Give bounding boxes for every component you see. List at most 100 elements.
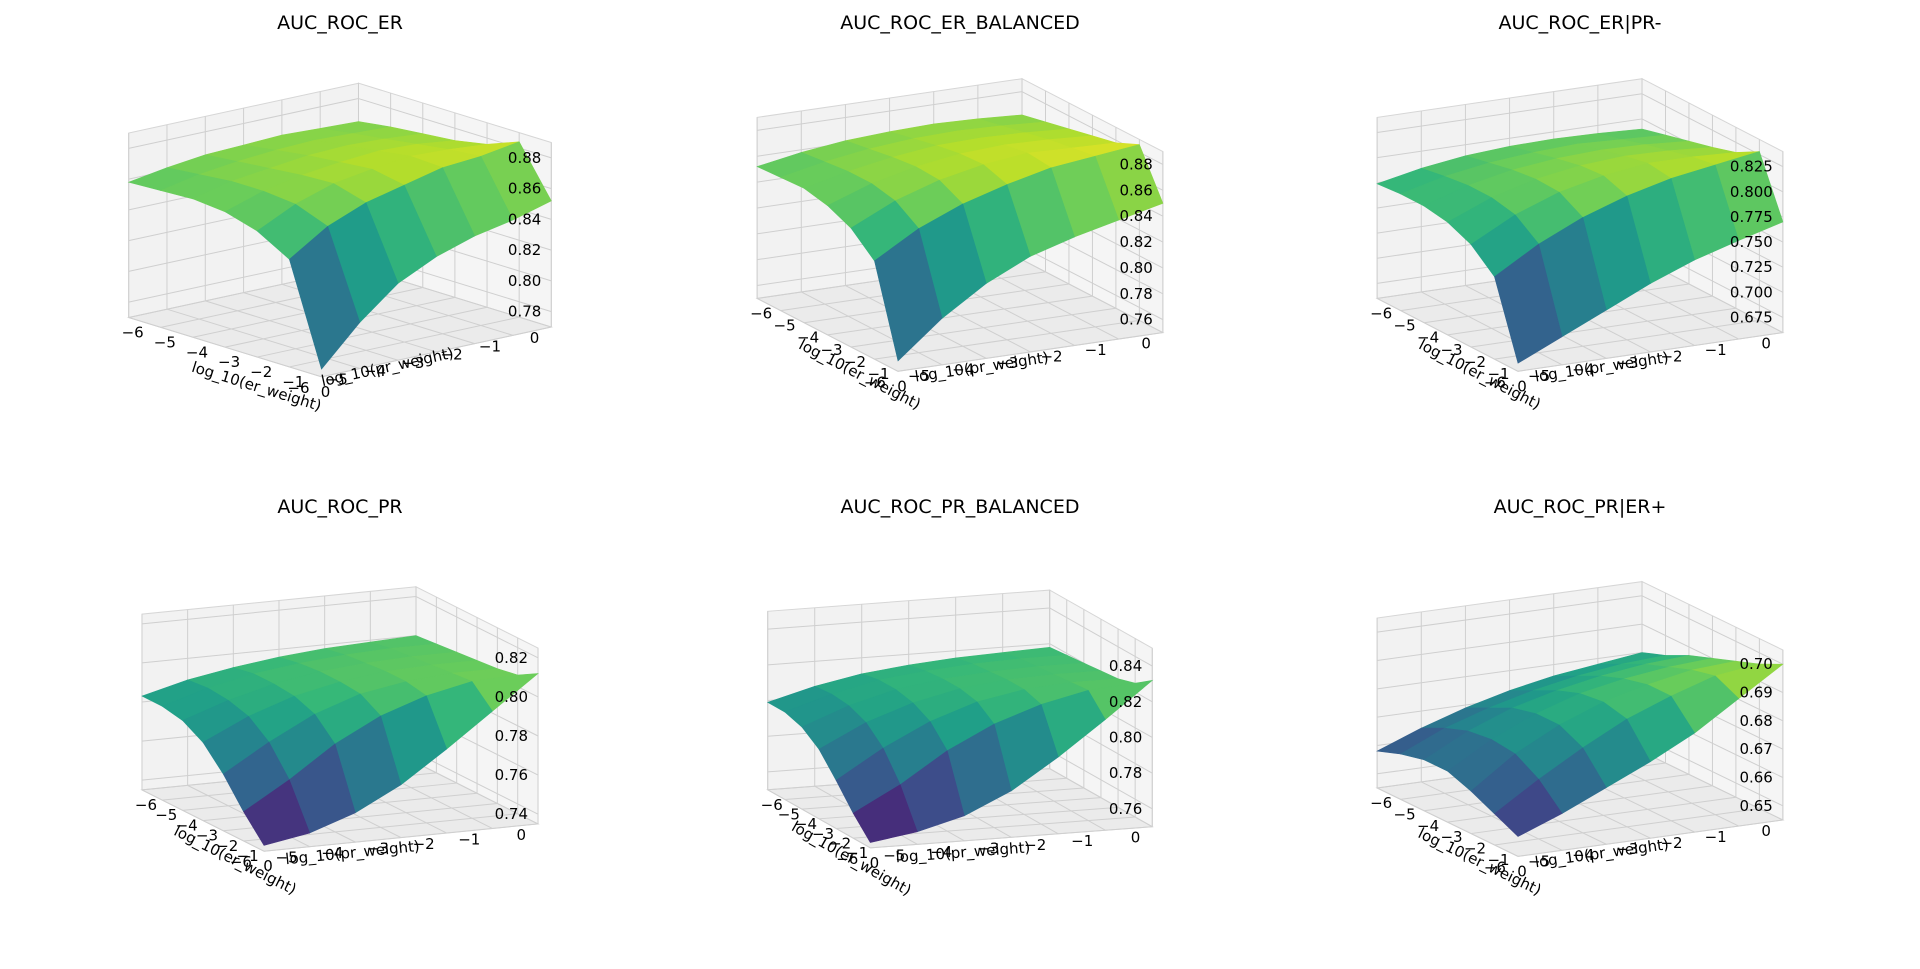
subplot-auc-roc-er: AUC_ROC_ER 0.78 0.80 0.82 0.84 0.86 0.88 0 −1 −2… — [20, 0, 660, 484]
y-tick-label: −4 — [930, 843, 952, 861]
grid-line-z — [141, 635, 417, 664]
grid-line-z — [1377, 595, 1643, 633]
z-tick-label: 0.825 — [1730, 158, 1773, 176]
z-tick-label: 0.80 — [1119, 259, 1152, 277]
surface-facet — [289, 225, 361, 370]
surface — [127, 121, 552, 370]
x-tick-label: −1 — [1487, 851, 1509, 869]
surface — [1376, 652, 1784, 837]
y-tick-label: −3 — [996, 354, 1018, 372]
y-tick-label: −6 — [1484, 373, 1506, 391]
grid-line-y — [1641, 751, 1784, 821]
x-tick-label: −3 — [218, 353, 240, 371]
y-tick-label: −6 — [836, 850, 858, 868]
x-tick-label: −5 — [778, 805, 800, 823]
z-tick-label: 0.78 — [1109, 764, 1142, 782]
z-tick-label: 0.84 — [1109, 657, 1142, 675]
x-tick-label: −1 — [846, 844, 868, 862]
y-tick-label: −1 — [1085, 341, 1107, 359]
y-tick-label: 0 — [1141, 335, 1151, 353]
x-tick-label: −1 — [282, 373, 304, 391]
x-tick-label: −4 — [1417, 817, 1439, 835]
x-tick-label: −4 — [186, 343, 208, 361]
y-tick-label: −6 — [230, 853, 252, 871]
x-tick-label: −5 — [774, 317, 796, 335]
grid-line-y — [977, 265, 1119, 340]
y-tick-label: 0 — [530, 329, 540, 347]
y-tick-label: −6 — [864, 373, 886, 391]
grid-line-z — [757, 91, 1023, 131]
z-tick-label: 0.76 — [495, 766, 528, 784]
surface-plot: 0.740.760.780.800.820−1−2−3−4−5−6−6−5−4−… — [135, 585, 540, 899]
z-tick-label: 0.70 — [1739, 655, 1772, 673]
subplot-auc-roc-er-pr-neg: AUC_ROC_ER|PR- 0.675 0.700 0.725 0.750 0.775… — [1260, 0, 1900, 484]
y-tick-label: −1 — [458, 830, 480, 848]
surface-plot: 0.760.780.800.820.840.860.880−1−2−3−4−5−… — [750, 77, 1165, 414]
grid-line-y — [141, 789, 265, 852]
tick-labels: 0.650.660.670.680.690.700−1−2−3−4−5−6−6−… — [1370, 655, 1773, 900]
grid-line-z — [1021, 246, 1164, 321]
z-tick-label: 0.86 — [508, 180, 541, 198]
y-tick-label: −3 — [1616, 840, 1638, 858]
y-tick-label: 0 — [1131, 829, 1141, 847]
y-tick-label: −2 — [1660, 834, 1682, 852]
y-tick-label: −3 — [402, 354, 424, 372]
subplot-auc-roc-er-balanced: AUC_ROC_ER_BALANCED 0.76 0.78 0.80 0.82 0.84… — [640, 0, 1280, 484]
grid-line-y — [1021, 259, 1164, 333]
grid-line-z — [141, 596, 417, 625]
x-tick-label: −2 — [216, 837, 238, 855]
x-tick-label: −2 — [844, 353, 866, 371]
grid-line-y — [1376, 297, 1519, 372]
x-tick-label: −4 — [1417, 329, 1439, 347]
z-tick-label: 0.82 — [508, 241, 541, 259]
x-tick-label: −6 — [750, 304, 772, 322]
y-tick-label: −5 — [1528, 852, 1550, 870]
grid-line-y — [756, 297, 899, 372]
x-tick-label: −4 — [797, 329, 819, 347]
surface-facet — [874, 228, 943, 362]
x-tick-label: −6 — [761, 796, 783, 814]
y-tick-label: 0 — [1761, 335, 1771, 353]
x-tick-label: −2 — [1464, 353, 1486, 371]
z-tick-label: 0.67 — [1739, 740, 1772, 758]
grid-line-z — [767, 607, 1050, 630]
y-tick-label: −3 — [977, 839, 999, 857]
z-tick-label: 0.82 — [1119, 233, 1152, 251]
surface-facet — [852, 784, 918, 843]
subplot-title: AUC_ROC_ER — [277, 12, 403, 34]
x-tick-label: −5 — [154, 333, 176, 351]
subplot-title: AUC_ROC_PR — [277, 496, 403, 518]
z-tick-label: 0.86 — [1119, 181, 1152, 199]
subplot-title: AUC_ROC_PR_BALANCED — [840, 496, 1080, 518]
x-tick-label: −6 — [1370, 794, 1392, 812]
z-tick-label: 0.82 — [1109, 693, 1142, 711]
surface-plot: 0.780.800.820.840.860.880−1−2−3−4−5−6−6−… — [122, 82, 554, 416]
z-tick-label: 0.84 — [1119, 207, 1152, 225]
x-tick-label: −4 — [176, 816, 198, 834]
z-tick-label: 0.65 — [1739, 797, 1772, 815]
x-tick-label: −1 — [237, 847, 259, 865]
z-tick-label: 0.76 — [1119, 311, 1152, 329]
y-tick-label: 0 — [1761, 822, 1771, 840]
z-tick-label: 0.725 — [1730, 258, 1773, 276]
surface-facet — [243, 779, 311, 846]
x-tick-label: 0 — [263, 857, 273, 875]
subplot-title: AUC_ROC_ER_BALANCED — [840, 12, 1080, 34]
grid-line-y — [128, 317, 322, 378]
z-tick-label: 0.775 — [1730, 208, 1773, 226]
y-tick-label: −2 — [441, 346, 463, 364]
y-tick-label: −2 — [1024, 836, 1046, 854]
z-tick-label: 0.78 — [1119, 285, 1152, 303]
y-tick-label: −4 — [952, 360, 974, 378]
x-tick-label: −3 — [820, 341, 842, 359]
surface — [766, 646, 1154, 843]
y-tick-label: −2 — [1040, 347, 1062, 365]
x-tick-label: −3 — [812, 825, 834, 843]
surface-plot: 0.650.660.670.680.690.700−1−2−3−4−5−6−6−… — [1370, 580, 1785, 900]
x-tick-label: 0 — [897, 377, 907, 395]
x-tick-label: −2 — [1464, 840, 1486, 858]
subplot-auc-roc-pr-er-pos: AUC_ROC_PR|ER+ 0.65 0.66 0.67 0.68 0.69 0.70 0… — [1260, 484, 1900, 968]
x-tick-label: 0 — [870, 854, 880, 872]
z-tick-label: 0.675 — [1730, 308, 1773, 326]
z-tick-label: 0.88 — [508, 149, 541, 167]
